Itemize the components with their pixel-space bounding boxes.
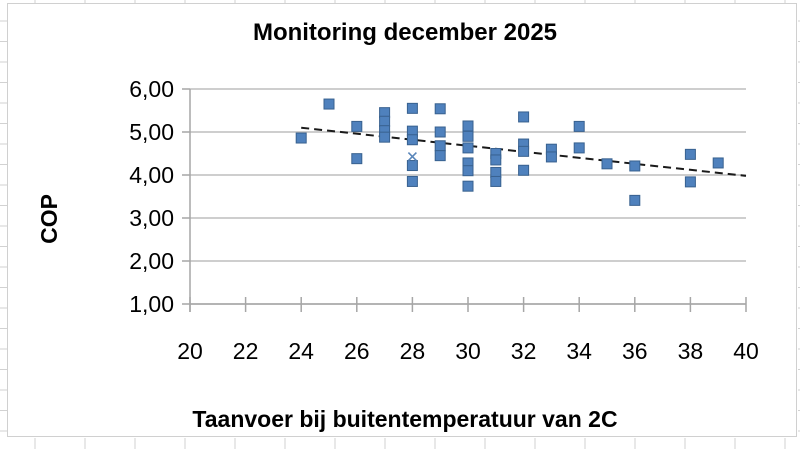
x-tick-label: 24 bbox=[288, 338, 314, 364]
x-tick-label: 36 bbox=[622, 338, 648, 364]
data-point-square bbox=[295, 132, 307, 144]
data-point-square bbox=[545, 151, 557, 163]
data-point-square bbox=[684, 176, 696, 188]
data-point-square bbox=[434, 140, 446, 152]
data-point-square bbox=[518, 145, 530, 157]
data-point-square bbox=[601, 158, 613, 170]
data-point-square bbox=[518, 111, 530, 123]
data-point-square bbox=[490, 175, 502, 187]
x-axis-title: Taanvoer bij buitentemperatuur van 2C bbox=[192, 406, 618, 432]
x-tick-label: 32 bbox=[511, 338, 537, 364]
y-tick-label: 5,00 bbox=[129, 119, 174, 145]
chart-title: Monitoring december 2025 bbox=[252, 19, 558, 46]
y-tick-label: 4,00 bbox=[129, 162, 174, 188]
x-tick-label: 22 bbox=[233, 338, 259, 364]
y-tick-label: 1,00 bbox=[129, 291, 174, 317]
data-point-square bbox=[712, 157, 724, 169]
data-point-square bbox=[406, 102, 418, 114]
data-point-square bbox=[323, 98, 335, 110]
data-point-square bbox=[462, 180, 474, 192]
data-point-square bbox=[462, 130, 474, 142]
x-tick-label: 20 bbox=[177, 338, 203, 364]
chart-object: Monitoring december 2025 COP Taanvoer bi… bbox=[7, 3, 797, 437]
x-tick-label: 38 bbox=[678, 338, 704, 364]
data-point-square bbox=[518, 164, 530, 176]
x-tick-label: 28 bbox=[400, 338, 426, 364]
data-point-square bbox=[684, 148, 696, 160]
data-point-square bbox=[573, 142, 585, 154]
x-tick-label: 40 bbox=[733, 338, 759, 364]
data-point-square bbox=[379, 131, 391, 143]
data-point-square bbox=[406, 134, 418, 146]
data-point-square bbox=[406, 175, 418, 187]
data-point-square bbox=[379, 115, 391, 127]
data-point-x bbox=[407, 151, 417, 162]
data-point-square bbox=[462, 142, 474, 154]
y-tick-label: 2,00 bbox=[129, 248, 174, 274]
data-point-square bbox=[351, 153, 363, 165]
y-tick-label: 6,00 bbox=[129, 76, 174, 102]
data-point-square bbox=[629, 160, 641, 172]
data-point-square bbox=[406, 160, 418, 172]
data-point-square bbox=[434, 150, 446, 162]
x-tick-label: 34 bbox=[566, 338, 592, 364]
data-point-square bbox=[462, 165, 474, 177]
data-point-square bbox=[462, 120, 474, 132]
data-point-square bbox=[490, 166, 502, 178]
x-tick-label: 30 bbox=[455, 338, 481, 364]
data-point-square bbox=[629, 194, 641, 206]
data-point-square bbox=[573, 120, 585, 132]
x-tick-label: 26 bbox=[344, 338, 370, 364]
data-point-square bbox=[490, 154, 502, 166]
y-tick-label: 3,00 bbox=[129, 205, 174, 231]
data-point-square bbox=[434, 103, 446, 115]
data-point-square bbox=[351, 120, 363, 132]
data-point-square bbox=[434, 126, 446, 138]
